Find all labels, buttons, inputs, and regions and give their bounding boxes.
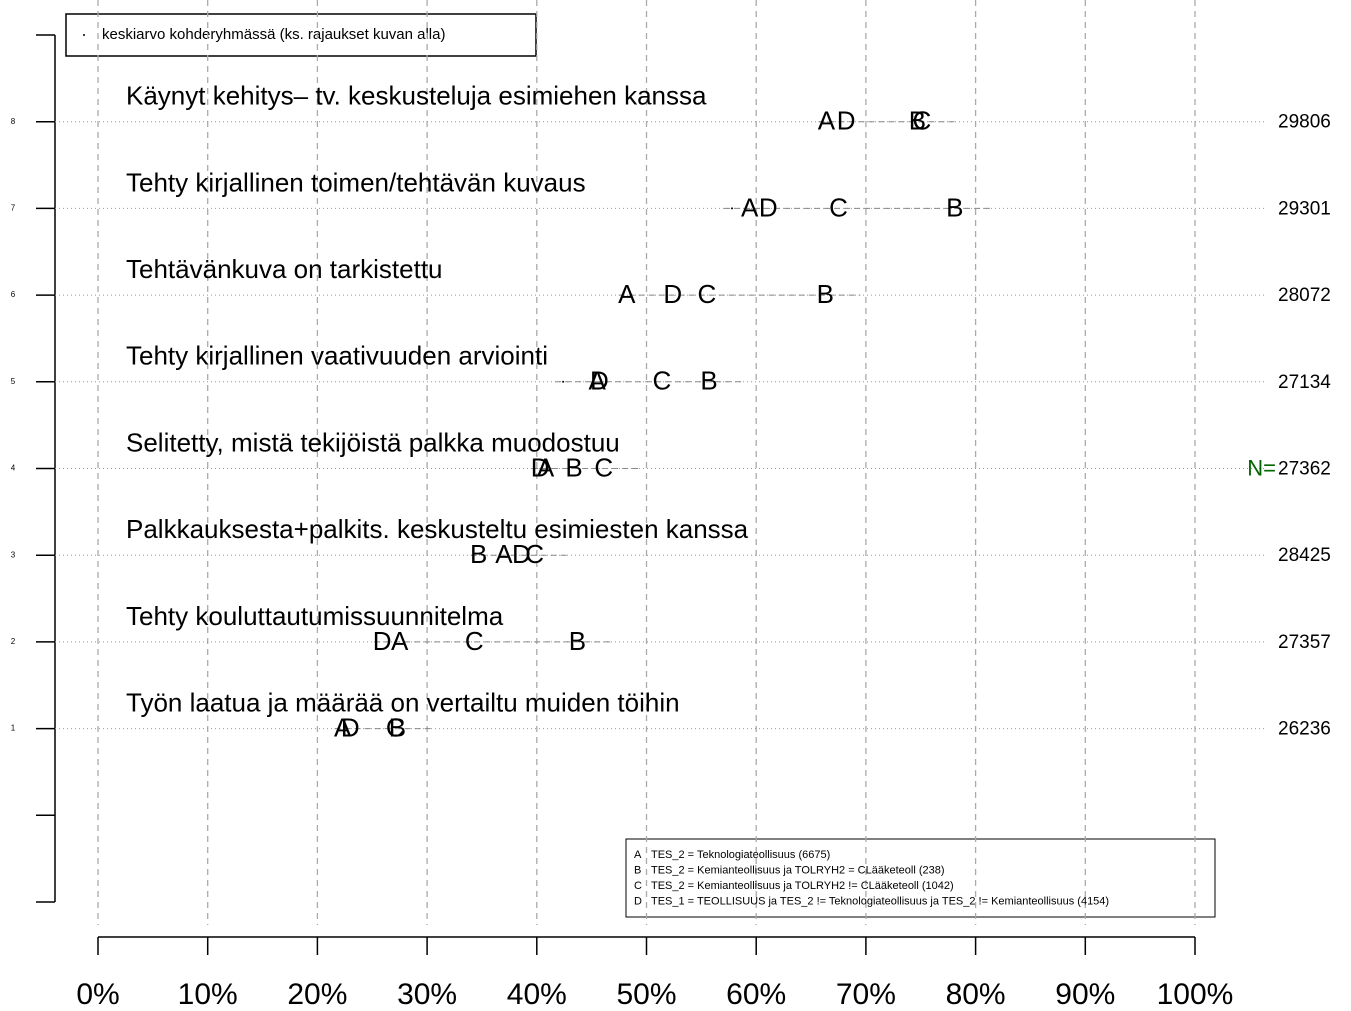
dot-letter: C (652, 366, 671, 396)
x-tick-label: 100% (1157, 978, 1234, 1011)
x-tick-label: 80% (946, 978, 1006, 1011)
x-tick-label: 0% (76, 978, 119, 1011)
dot-letter: C (912, 106, 931, 136)
mean-dot (562, 380, 565, 383)
dot-letter: A (391, 626, 409, 656)
dot-letter: C (465, 626, 484, 656)
x-tick-label: 30% (397, 978, 457, 1011)
dot-letter: A (334, 712, 352, 742)
legend-key: B (634, 864, 641, 876)
dot-letter: B (569, 626, 586, 656)
dot-letter: B (817, 279, 834, 309)
n-value: 28425 (1278, 545, 1331, 566)
row-label: Tehtävänkuva on tarkistettu (126, 254, 443, 284)
dot-letter: D (341, 712, 360, 742)
dot-letter: B (946, 192, 963, 222)
dot-letter: B (389, 712, 406, 742)
legend-key: D (634, 895, 642, 907)
legend-top-text: keskiarvo kohderyhmässä (ks. rajaukset k… (102, 26, 445, 43)
x-tick-label: 70% (836, 978, 896, 1011)
dot-letter: C (697, 279, 716, 309)
n-value: 29301 (1278, 198, 1331, 219)
row-label: Tehty kirjallinen vaativuuden arviointi (126, 341, 548, 371)
legend-text: TES_2 = Kemianteollisuus ja TOLRYH2 != C… (651, 880, 954, 892)
dot-letter: C (829, 192, 848, 222)
y-tick-label: 7 (11, 204, 16, 213)
y-tick-label: 5 (11, 377, 16, 386)
legend-text: TES_2 = Teknologiateollisuus (6675) (651, 849, 830, 861)
dot-letter: A (588, 366, 606, 396)
x-tick-label: 10% (178, 978, 238, 1011)
n-value: 27357 (1278, 632, 1331, 653)
x-tick-label: 60% (726, 978, 786, 1011)
x-tick-label: 40% (507, 978, 567, 1011)
legend-key: C (634, 880, 642, 892)
dot-letter: D (373, 626, 392, 656)
row-label: Tehty kirjallinen toimen/tehtävän kuvaus (126, 167, 586, 197)
n-value: 29806 (1278, 112, 1331, 133)
legend-bottom-box (625, 838, 1216, 918)
n-label: N= (1247, 455, 1276, 480)
n-value: 28072 (1278, 285, 1331, 306)
row-label: Palkkauksesta+palkits. keskusteltu esimi… (126, 514, 749, 544)
y-tick-label: 8 (11, 117, 16, 126)
dot-letter: A (495, 539, 513, 569)
row-label: Tehty kouluttautumissuunnitelma (126, 601, 504, 631)
dot-letter: A (537, 452, 555, 482)
dot-letter: B (909, 106, 926, 136)
dot-letter: A (741, 192, 759, 222)
x-tick-label: 50% (616, 978, 676, 1011)
y-tick-label: 1 (11, 724, 16, 733)
x-tick-label: 20% (287, 978, 347, 1011)
y-tick-label: 4 (11, 464, 16, 473)
dot-letter: B (700, 366, 717, 396)
dot-letter: C (594, 452, 613, 482)
legend-key: A (634, 849, 642, 861)
dot-letter: D (759, 192, 778, 222)
y-tick-label: 2 (11, 637, 16, 646)
dot-letter: D (837, 106, 856, 136)
dot-letter: D (512, 539, 531, 569)
y-tick-label: 3 (11, 550, 16, 559)
dot-letter: C (386, 712, 405, 742)
dot-letter: A (618, 279, 636, 309)
dot-letter: B (470, 539, 487, 569)
dot-letter: D (531, 452, 550, 482)
x-tick-label: 90% (1055, 978, 1115, 1011)
n-value: 27362 (1278, 459, 1331, 480)
legend-text: TES_1 = TEOLLISUUS ja TES_2 != Teknologi… (651, 895, 1109, 907)
row-label: Työn laatua ja määrää on vertailtu muide… (126, 687, 680, 717)
legend-text: TES_2 = Kemianteollisuus ja TOLRYH2 = CL… (651, 864, 945, 876)
dot-letter: A (818, 106, 836, 136)
dot-letter: B (565, 452, 582, 482)
row-label: Käynyt kehitys– tv. keskusteluja esimieh… (126, 81, 707, 111)
mean-dot (731, 207, 734, 210)
dot-letter: D (663, 279, 682, 309)
dot-letter: C (525, 539, 544, 569)
legend-top-symbol (83, 34, 85, 36)
row-label: Selitetty, mistä tekijöistä palkka muodo… (126, 427, 620, 457)
y-tick-label: 6 (11, 290, 16, 299)
legend-top-box (65, 13, 537, 57)
n-value: 26236 (1278, 719, 1331, 740)
n-value: 27134 (1278, 372, 1331, 393)
dot-letter: D (590, 366, 609, 396)
